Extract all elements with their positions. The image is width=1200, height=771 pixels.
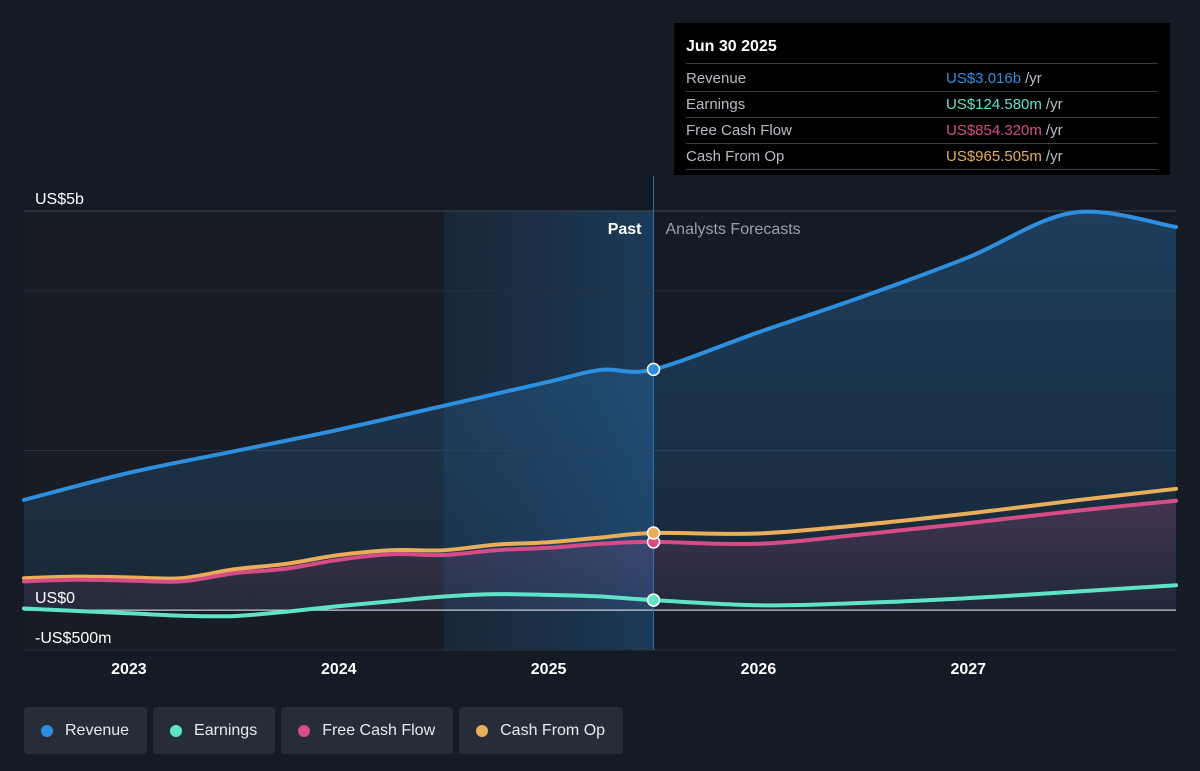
tooltip-date: Jun 30 2025 [686,35,1158,64]
tooltip-value-wrap: US$965.505m/yr [946,144,1063,169]
tooltip-unit: /yr [1025,70,1042,87]
x-tick-label: 2026 [741,661,777,678]
marker-cash-from-op [646,526,661,540]
line-free-cash-flow [22,498,1178,584]
x-tick-label: 2027 [950,661,986,678]
y-axis-label: -US$500m [35,630,111,647]
tooltip-label: Free Cash Flow [686,122,792,139]
marker-earnings [646,593,661,607]
past-label: Past [608,221,642,238]
legend-label: Free Cash Flow [322,721,436,739]
tooltip-value: US$3.016b [946,70,1022,87]
legend-label: Cash From Op [500,721,606,739]
area-revenue [24,211,1176,611]
tooltip-row-free-cash-flow: Free Cash Flow US$854.320m/yr [686,118,1158,144]
tooltip-label: Cash From Op [686,148,785,165]
legend-label: Earnings [194,721,258,739]
tooltip-unit: /yr [1045,148,1063,165]
tooltip-unit: /yr [1045,122,1063,139]
marker-revenue [646,362,661,377]
legend-dot-icon [170,724,183,737]
legend: Revenue Earnings Free Cash Flow Cash Fro… [24,707,624,754]
legend-item-free-cash-flow[interactable]: Free Cash Flow [281,707,454,754]
legend-item-earnings[interactable]: Earnings [153,707,276,754]
x-tick-label: 2024 [321,661,357,678]
legend-dot-icon [476,724,489,737]
legend-dot-icon [298,724,311,737]
y-axis-label: US$0 [35,590,75,607]
tooltip: Jun 30 2025 Revenue US$3.016b/yr Earning… [674,23,1170,175]
tooltip-value: US$124.580m [946,96,1042,113]
x-tick-label: 2025 [531,661,567,678]
legend-dot-icon [41,724,53,737]
legend-label: Revenue [65,721,130,739]
forecast-label: Analysts Forecasts [666,221,801,238]
line-revenue [22,209,1178,502]
tooltip-row-earnings: Earnings US$124.580m/yr [686,92,1158,118]
tooltip-row-revenue: Revenue US$3.016b/yr [686,66,1158,92]
tooltip-row-cash-from-op: Cash From Op US$965.505m/yr [686,144,1158,170]
line-earnings [22,583,1178,619]
tooltip-unit: /yr [1045,96,1063,113]
tooltip-label: Revenue [686,70,747,87]
y-axis-label: US$5b [35,191,84,208]
line-cash-from-op [22,486,1178,581]
tooltip-value: US$854.320m [946,122,1042,139]
tooltip-value-wrap: US$3.016b/yr [946,66,1042,91]
legend-item-revenue[interactable]: Revenue [24,707,148,754]
legend-item-cash-from-op[interactable]: Cash From Op [459,707,624,754]
tooltip-value-wrap: US$124.580m/yr [946,92,1063,117]
tooltip-label: Earnings [686,96,746,113]
area-free-cash-flow [24,500,1176,611]
tooltip-value-wrap: US$854.320m/yr [946,118,1063,143]
tooltip-value: US$965.505m [946,148,1042,165]
x-tick-label: 2023 [111,661,147,678]
